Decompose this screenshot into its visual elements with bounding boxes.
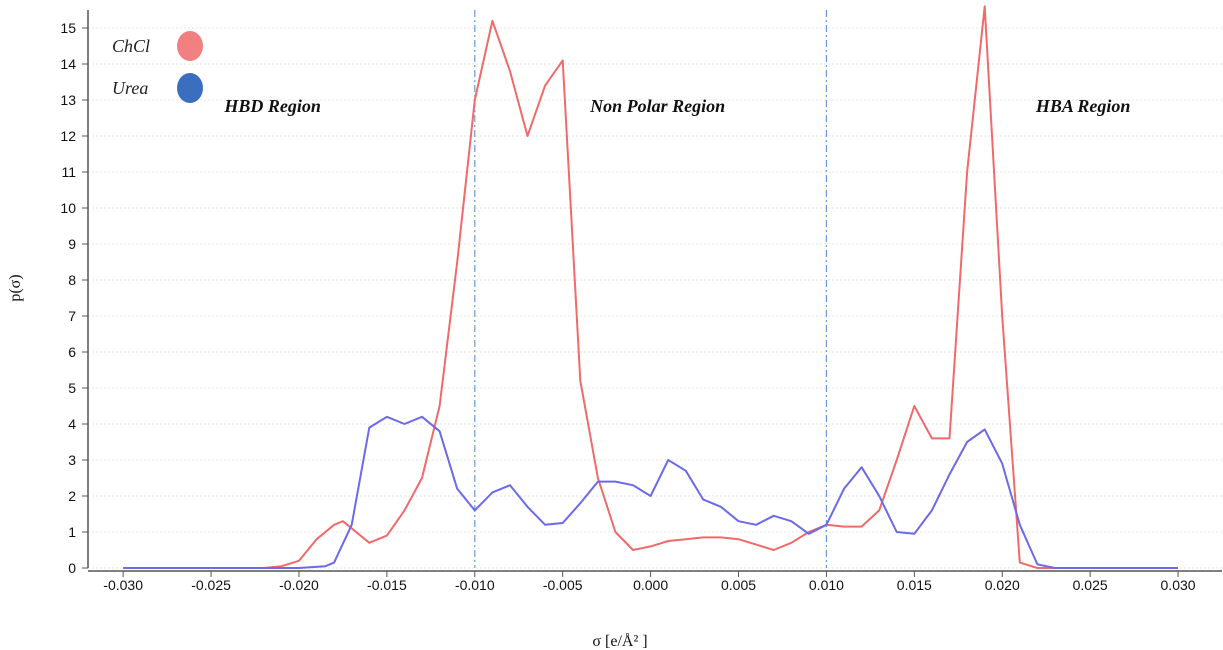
series-line-chcl — [123, 5, 1178, 569]
grid-lines — [88, 27, 1222, 569]
legend-marker-urea — [177, 73, 203, 103]
y-tick-label: 4 — [68, 416, 76, 432]
x-tick-label: -0.010 — [455, 577, 495, 593]
legend-label-chcl: ChCl — [112, 36, 150, 56]
y-tick-label: 11 — [61, 164, 76, 180]
x-tick-label: -0.015 — [367, 577, 407, 593]
y-axis-title: p(σ) — [7, 274, 24, 301]
x-tick-label: 0.025 — [1073, 577, 1108, 593]
y-tick-label: 13 — [60, 92, 76, 108]
x-tick-label: -0.025 — [191, 577, 231, 593]
x-tick-label: 0.010 — [809, 577, 844, 593]
y-tick-label: 14 — [60, 56, 76, 72]
x-tick-label: -0.005 — [543, 577, 583, 593]
series-line-urea — [123, 415, 1178, 569]
y-tick-label: 8 — [68, 272, 76, 288]
region-label: Non Polar Region — [589, 96, 725, 116]
region-label: HBD Region — [223, 96, 321, 116]
x-tick-label: 0.005 — [721, 577, 756, 593]
legend-marker-chcl — [177, 31, 203, 61]
x-tick-label: 0.000 — [633, 577, 668, 593]
y-tick-label: 10 — [60, 200, 76, 216]
y-tick-label: 2 — [68, 488, 76, 504]
x-tick-label: 0.015 — [897, 577, 932, 593]
x-tick-label: 0.020 — [985, 577, 1020, 593]
region-labels: HBD Region Non Polar Region HBA Region — [223, 96, 1130, 116]
series-lines — [123, 5, 1178, 569]
y-tick-label: 0 — [68, 560, 76, 576]
axes — [82, 10, 1222, 577]
region-label: HBA Region — [1035, 96, 1131, 116]
legend-label-urea: Urea — [112, 78, 148, 98]
x-tick-label: -0.030 — [103, 577, 143, 593]
y-tick-label: 3 — [68, 452, 76, 468]
y-tick-label: 15 — [60, 20, 76, 36]
y-tick-label: 6 — [68, 344, 76, 360]
y-tick-label: 1 — [68, 524, 76, 540]
y-tick-label: 12 — [60, 128, 76, 144]
y-tick-label: 9 — [68, 236, 76, 252]
x-tick-label: -0.020 — [279, 577, 319, 593]
region-dividers — [474, 10, 828, 568]
y-tick-label: 5 — [68, 380, 76, 396]
y-tick-label: 7 — [68, 308, 76, 324]
legend: ChCl Urea — [112, 31, 203, 103]
x-tick-label: 0.030 — [1161, 577, 1196, 593]
x-axis-title: σ [e/Å² ] — [592, 632, 647, 650]
